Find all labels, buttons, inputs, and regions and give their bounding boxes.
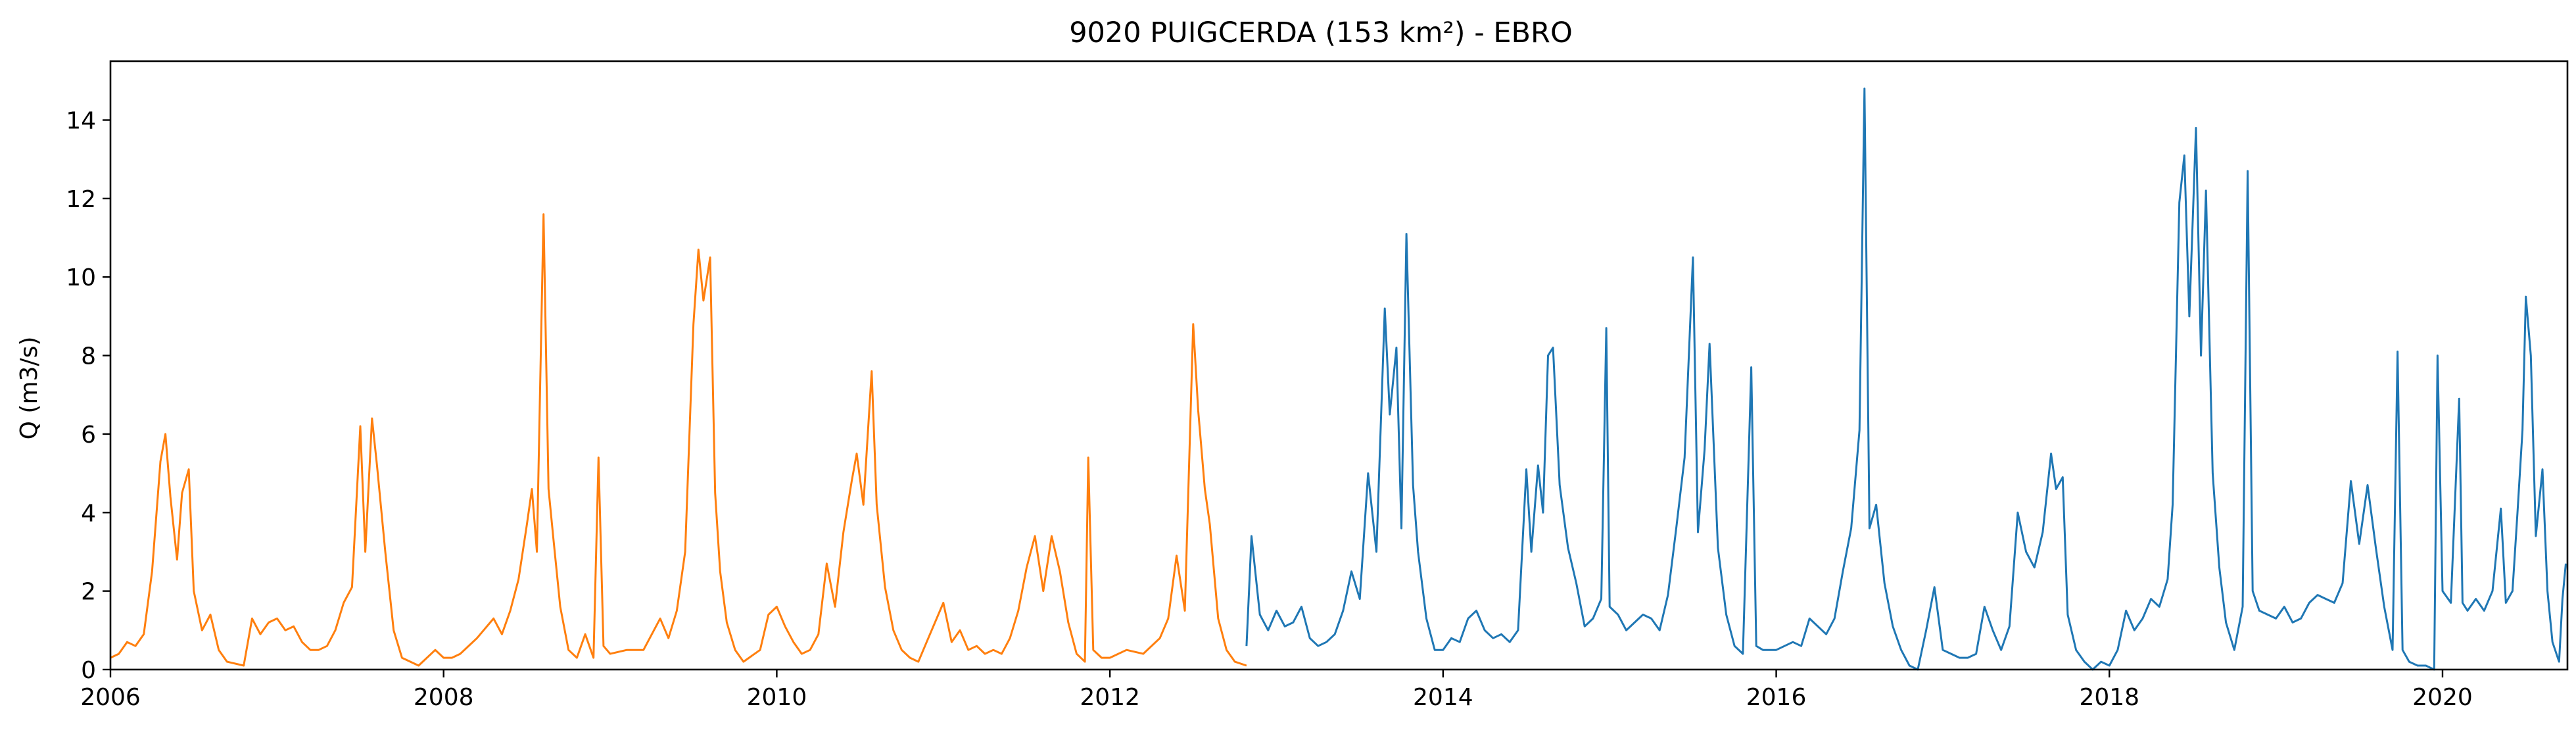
y-tick-label: 10 bbox=[66, 264, 96, 291]
y-axis-label: Q (m3/s) bbox=[16, 337, 43, 440]
x-tick-label: 2020 bbox=[2412, 684, 2473, 711]
y-tick-label: 8 bbox=[81, 343, 96, 370]
x-tick-label: 2014 bbox=[1413, 684, 1473, 711]
chart-title: 9020 PUIGCERDA (153 km²) - EBRO bbox=[1069, 16, 1573, 49]
x-tick-label: 2006 bbox=[80, 684, 141, 711]
y-tick-label: 2 bbox=[81, 579, 96, 606]
x-tick-label: 2008 bbox=[414, 684, 474, 711]
y-tick-label: 14 bbox=[66, 108, 96, 135]
x-tick-label: 2012 bbox=[1080, 684, 1140, 711]
y-tick-label: 12 bbox=[66, 186, 96, 213]
series-line-2 bbox=[1245, 87, 2567, 671]
x-tick-label: 2010 bbox=[747, 684, 807, 711]
axis-layer: 2006 2008 2010 2012 2014 2016 2018 2020 0 2 4 6 8 10 1… bbox=[66, 108, 2473, 711]
y-tick-label: 4 bbox=[81, 500, 96, 527]
series-layer bbox=[110, 87, 2567, 671]
y-tick-label: 0 bbox=[81, 657, 96, 684]
plot-frame bbox=[109, 60, 2569, 671]
x-tick-label: 2016 bbox=[1746, 684, 1807, 711]
x-tick-label: 2018 bbox=[2079, 684, 2139, 711]
series-line-1 bbox=[110, 213, 1247, 667]
y-tick-label: 6 bbox=[81, 422, 96, 449]
